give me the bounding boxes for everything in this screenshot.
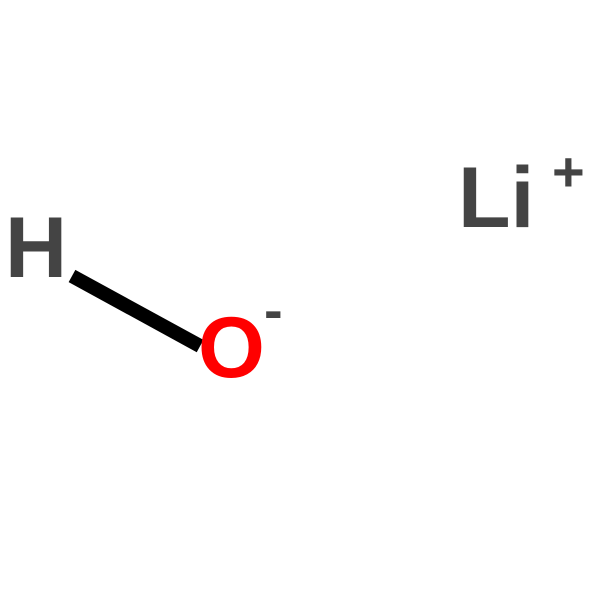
charge-label-plus: + [552,140,585,203]
atom-lithium: Li [458,155,534,241]
bond-h-o [69,270,204,352]
atom-label-li: Li [458,150,534,246]
chemical-diagram: H O - Li + [0,0,600,600]
atom-label-h: H [5,200,67,296]
atom-label-o: O [198,300,265,396]
atom-hydrogen: H [5,205,67,291]
charge-label-minus: - [264,278,283,341]
atom-oxygen: O [198,305,265,391]
charge-o-minus: - [264,282,283,338]
charge-li-plus: + [552,144,585,200]
